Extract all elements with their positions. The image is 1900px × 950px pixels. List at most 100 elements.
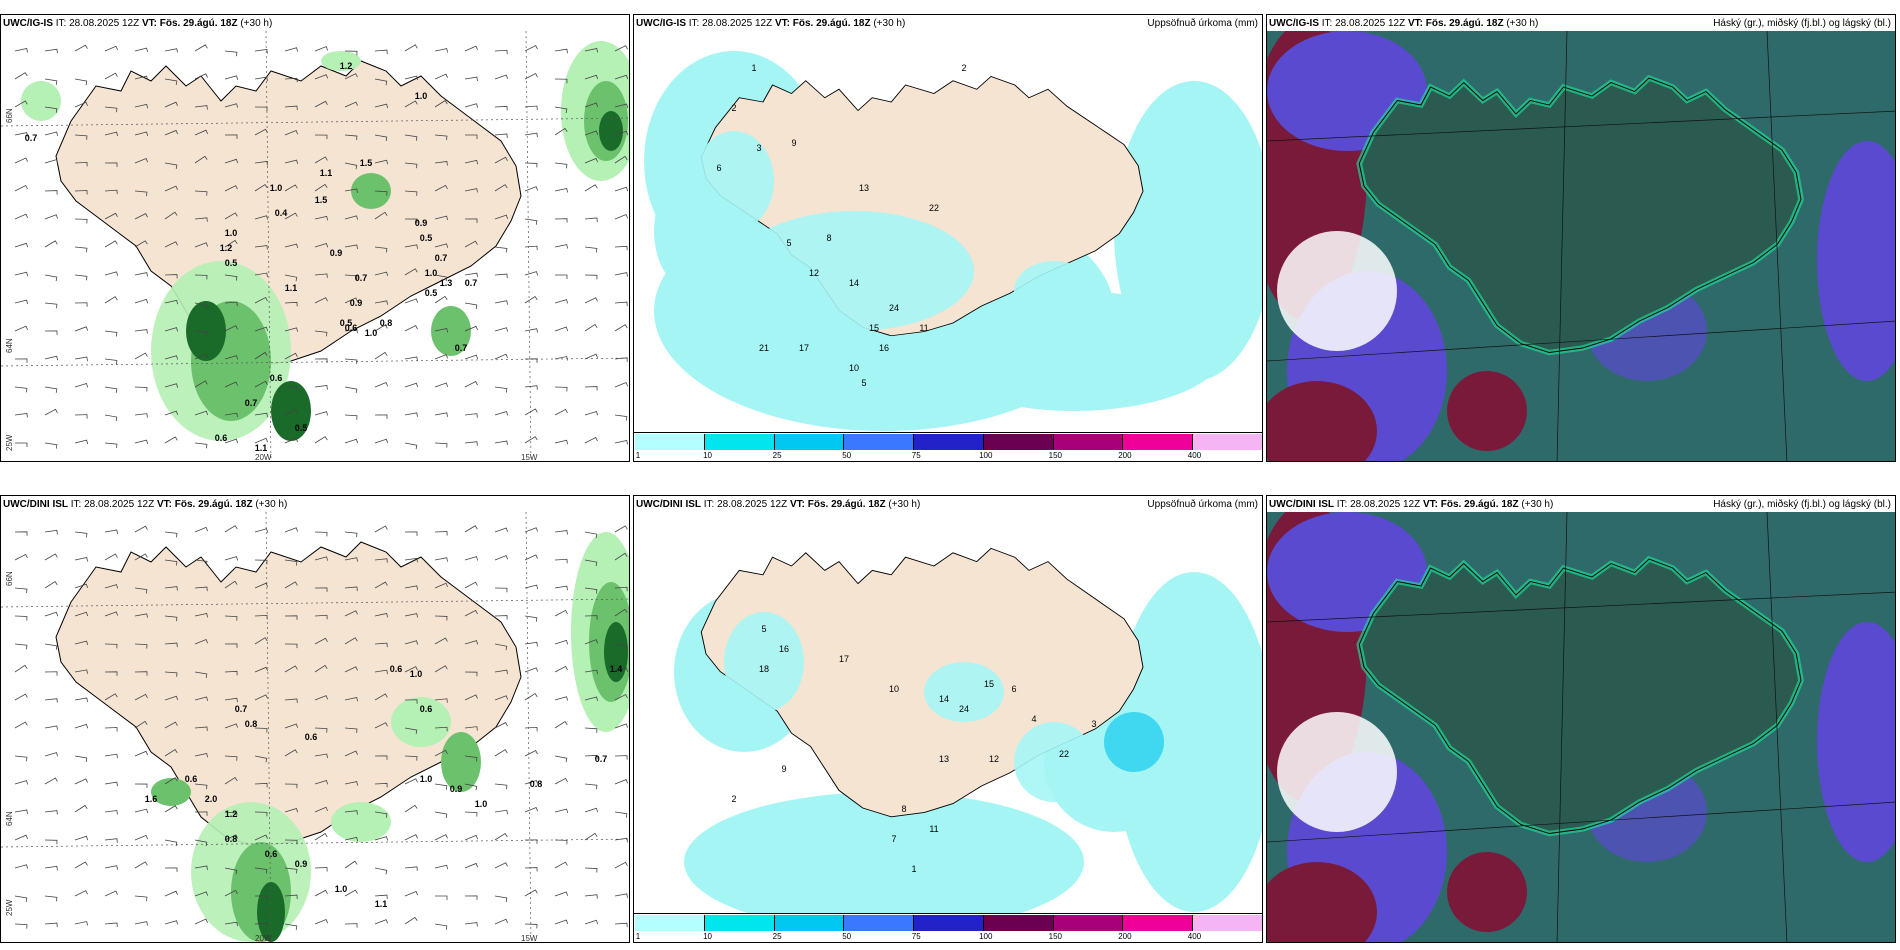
wind-barb xyxy=(554,585,568,591)
value-label: 0.9 xyxy=(295,859,308,869)
wind-barb xyxy=(614,811,628,818)
field-title: Háský (gr.), miðský (fj.bl.) og lágský (… xyxy=(1713,499,1891,510)
lead-time: (+30 h) xyxy=(888,499,921,510)
wind-barb xyxy=(104,189,118,195)
wind-barb xyxy=(164,867,178,872)
wind-barb xyxy=(194,639,208,645)
wind-barb xyxy=(404,640,419,645)
wind-barb xyxy=(434,243,449,248)
wind-barb xyxy=(194,105,208,110)
wind-barb xyxy=(464,726,478,731)
wind-barb xyxy=(284,527,299,533)
wind-barb xyxy=(44,752,59,757)
wind-barb xyxy=(344,50,358,56)
map-canvas: 123691385121415222411172110165321 xyxy=(634,31,1262,435)
wind-barb xyxy=(74,134,88,140)
wind-barb xyxy=(494,74,509,80)
value-label: 0.7 xyxy=(455,343,468,353)
wind-barb xyxy=(14,895,28,903)
wind-barb xyxy=(224,776,238,785)
value-label: 0.7 xyxy=(355,273,368,283)
wind-barb xyxy=(284,77,298,83)
inland-accumulation xyxy=(694,131,1094,331)
wind-barb xyxy=(554,919,569,925)
wind-barb xyxy=(344,188,358,193)
wind-barb xyxy=(524,162,538,168)
longitude-line xyxy=(265,31,272,461)
wind-barb xyxy=(14,643,28,650)
wind-barb xyxy=(464,45,478,52)
value-label: 0.8 xyxy=(380,318,393,328)
wind-barb xyxy=(74,326,89,332)
wind-barb xyxy=(434,442,448,448)
wind-barb xyxy=(134,613,148,618)
wind-barb xyxy=(554,891,569,897)
wind-barb xyxy=(614,893,628,898)
wind-barb xyxy=(584,807,599,813)
wind-barb xyxy=(344,244,358,250)
wind-barb xyxy=(194,190,208,196)
panel-dini-accum-precip: UWC/DINI ISL IT: 28.08.2025 12Z VT: Fös.… xyxy=(633,495,1263,943)
wind-barb xyxy=(494,273,508,279)
wind-barb xyxy=(494,643,508,651)
wind-barb xyxy=(374,558,388,563)
wind-barb xyxy=(224,755,238,761)
wind-barb xyxy=(14,693,28,701)
wind-barb xyxy=(434,557,448,562)
wind-barb xyxy=(284,105,298,111)
wind-barb xyxy=(104,643,118,649)
wind-barb xyxy=(44,671,58,676)
wind-barb xyxy=(584,696,599,701)
wind-barb xyxy=(254,380,268,388)
wind-barb xyxy=(584,74,599,80)
wind-barb xyxy=(74,78,88,86)
wind-barb xyxy=(374,103,388,109)
wind-barb xyxy=(374,836,389,841)
wind-barb xyxy=(104,584,119,589)
wind-barb xyxy=(344,586,358,591)
wind-barb xyxy=(404,298,419,304)
wind-barb xyxy=(584,353,598,360)
wind-barb xyxy=(404,755,418,761)
wind-barb xyxy=(104,386,118,393)
wind-barb xyxy=(344,101,358,108)
wind-barb xyxy=(494,862,508,869)
value-label: 0.8 xyxy=(225,834,238,844)
wind-barb xyxy=(524,408,538,416)
accum-value-labels: 123691385121415222411172110165321 xyxy=(716,63,966,388)
colorbar-swatch xyxy=(704,434,775,450)
wind-barb xyxy=(404,778,418,785)
wind-barb xyxy=(404,442,418,450)
wind-barb xyxy=(104,358,118,365)
wind-barb xyxy=(344,73,358,80)
field-area xyxy=(431,306,471,356)
wind-barb xyxy=(344,923,358,928)
wind-barb xyxy=(464,581,478,589)
wind-barb xyxy=(254,215,269,220)
wind-barb xyxy=(44,386,58,393)
wind-barb xyxy=(494,695,509,701)
wind-barb xyxy=(584,531,598,539)
wind-barb xyxy=(104,693,118,701)
wind-barb xyxy=(74,302,88,307)
wind-barb xyxy=(254,895,268,900)
wind-barb xyxy=(194,726,208,731)
precip-areas xyxy=(21,41,629,441)
wind-barb xyxy=(284,386,298,391)
wind-barb xyxy=(524,667,539,673)
wind-barb xyxy=(584,669,598,675)
wind-barb xyxy=(434,834,448,841)
colorbar-swatch xyxy=(914,434,984,450)
field-area xyxy=(1277,712,1397,832)
wind-barb xyxy=(314,74,329,80)
value-label: 1.1 xyxy=(375,899,388,909)
wind-barb xyxy=(464,640,479,645)
value-label: 9 xyxy=(781,764,786,774)
field-area xyxy=(734,211,974,331)
value-label: 3 xyxy=(756,143,761,153)
wind-barb xyxy=(494,440,508,446)
lat-label-66: 66N xyxy=(5,571,14,586)
model-name: UWC/IG-IS xyxy=(636,18,686,29)
wind-barb xyxy=(224,867,238,875)
wind-barb xyxy=(14,386,28,393)
